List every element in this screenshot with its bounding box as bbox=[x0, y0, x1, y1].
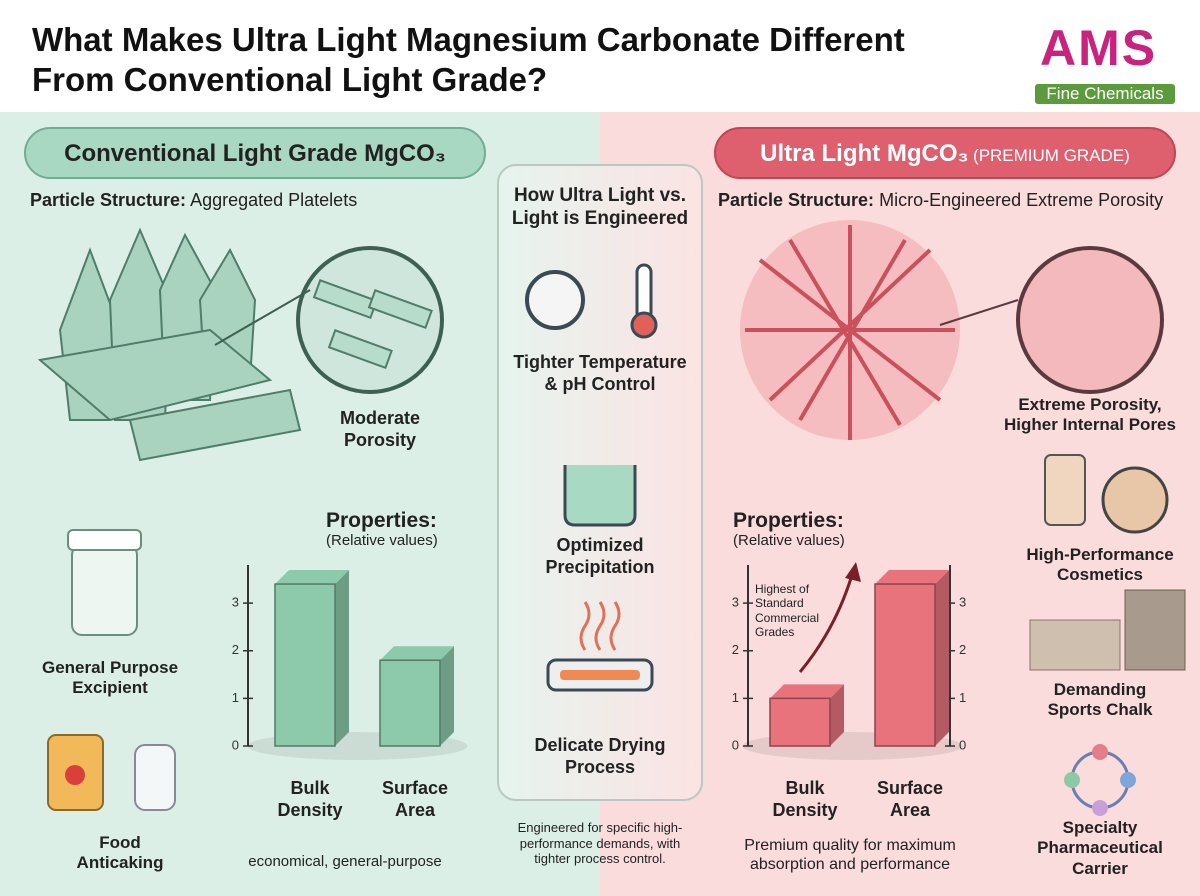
magnifier bbox=[1016, 246, 1164, 394]
footnote: economical, general-purpose bbox=[248, 853, 442, 870]
salt-shaker bbox=[134, 744, 176, 811]
y-tick-label: 2 bbox=[732, 642, 739, 657]
structure-label: Particle Structure: bbox=[718, 190, 875, 210]
use: Food Anticaking bbox=[76, 833, 164, 873]
crystal-illustration bbox=[37, 227, 302, 462]
chart-title: Properties: bbox=[326, 509, 437, 532]
bar bbox=[769, 697, 831, 747]
y-tick-label: 2 bbox=[959, 642, 966, 657]
charts: 0 1 2 3 0 1 2 3 0 1 2 3 bbox=[232, 562, 966, 760]
callout: Moderate Porosity bbox=[339, 408, 420, 450]
bar-top bbox=[275, 570, 349, 585]
process-step: Optimized Precipitation bbox=[545, 535, 655, 577]
atom bbox=[1092, 744, 1108, 760]
y-tick-label: 1 bbox=[232, 690, 239, 705]
process-step: Tighter Temperature & pH Control bbox=[513, 352, 687, 394]
structure-value: Aggregated Platelets bbox=[190, 190, 358, 210]
bar bbox=[874, 583, 936, 747]
platelets bbox=[312, 279, 433, 370]
bar-side bbox=[935, 570, 949, 746]
x-tick-label: Bulk Density bbox=[772, 778, 838, 820]
zoom-line bbox=[939, 299, 1019, 326]
climbing-wall bbox=[1124, 589, 1186, 671]
apple bbox=[65, 765, 85, 785]
process-heading: How Ultra Light vs. Light is Engineered bbox=[511, 185, 689, 229]
right-heading-wrap: Ultra Light MgCO₃ (PREMIUM GRADE) bbox=[725, 140, 1165, 169]
beaker bbox=[563, 465, 637, 527]
atom bbox=[1064, 772, 1080, 788]
heater-element bbox=[560, 670, 640, 680]
y-tick-label: 0 bbox=[732, 737, 739, 752]
x-tick-label: Bulk Density bbox=[277, 778, 343, 820]
zoom-line bbox=[214, 289, 311, 346]
magnifier bbox=[296, 246, 444, 394]
y-tick-label: 1 bbox=[959, 690, 966, 705]
compact bbox=[1101, 466, 1169, 534]
gauge bbox=[525, 270, 585, 330]
x-tick-label: Surface Area bbox=[381, 778, 449, 820]
footnote: Premium quality for maximum absorption a… bbox=[744, 837, 956, 874]
left-pill bbox=[24, 127, 486, 179]
thermometer-bulb bbox=[630, 311, 658, 339]
structure-line: Particle Structure: Aggregated Platelets bbox=[30, 190, 357, 212]
use: High-Performance Cosmetics bbox=[1026, 545, 1174, 585]
title: What Makes Ultra Light Magnesium Carbona… bbox=[32, 21, 905, 98]
right-pill bbox=[714, 127, 1176, 179]
process-footnote: Engineered for specific high-performance… bbox=[517, 820, 683, 867]
y-tick-label: 3 bbox=[732, 595, 739, 610]
chalk-scene bbox=[1029, 619, 1121, 671]
bar-top bbox=[770, 684, 844, 699]
y-tick-label: 0 bbox=[959, 737, 966, 752]
use: Demanding Sports Chalk bbox=[1047, 680, 1153, 720]
y-tick-label: 1 bbox=[732, 690, 739, 705]
left-heading: Conventional Light Grade MgCO₃ bbox=[64, 140, 446, 167]
bar-side bbox=[335, 570, 349, 746]
use: General Purpose Excipient bbox=[41, 658, 179, 698]
y-tick-label: 3 bbox=[232, 595, 239, 610]
fibers bbox=[745, 225, 955, 440]
structure-line: Particle Structure: Micro-Engineered Ext… bbox=[718, 190, 1163, 212]
y-tick-label: 0 bbox=[232, 737, 239, 752]
bottle-cap bbox=[67, 529, 142, 551]
bar-top bbox=[380, 646, 454, 661]
bar-top bbox=[875, 570, 949, 585]
atom bbox=[1092, 800, 1108, 816]
callout: Extreme Porosity, Higher Internal Pores bbox=[1004, 395, 1176, 435]
right-heading: Ultra Light MgCO₃ bbox=[760, 140, 969, 167]
bar bbox=[274, 583, 336, 747]
bar bbox=[379, 659, 441, 747]
arrow bbox=[798, 574, 854, 673]
pill-bottle bbox=[71, 544, 138, 636]
chart-annotation: Highest of Standard Commercial Grades bbox=[755, 582, 820, 640]
chart-subtitle: (Relative values) bbox=[733, 532, 845, 549]
logo-tagline: Fine Chemicals bbox=[1035, 84, 1175, 105]
bar-side bbox=[440, 646, 454, 746]
logo-name: AMS bbox=[1040, 20, 1158, 76]
arrow-head bbox=[845, 562, 861, 582]
foundation-bottle bbox=[1044, 454, 1086, 526]
structure-label: Particle Structure: bbox=[30, 190, 187, 210]
process-step: Delicate Drying Process bbox=[534, 735, 666, 777]
chart-title: Properties: bbox=[733, 509, 844, 532]
structure-value: Micro-Engineered Extreme Porosity bbox=[879, 190, 1164, 210]
use: Specialty Pharmaceutical Carrier bbox=[1037, 818, 1163, 878]
bar-side bbox=[830, 684, 844, 746]
heat-waves bbox=[579, 601, 621, 651]
atom bbox=[1120, 772, 1136, 788]
x-tick-label: Surface Area bbox=[876, 778, 944, 820]
chart-subtitle: (Relative values) bbox=[326, 532, 438, 549]
right-heading-note: (PREMIUM GRADE) bbox=[973, 146, 1130, 165]
y-tick-label: 3 bbox=[959, 595, 966, 610]
y-tick-label: 2 bbox=[232, 642, 239, 657]
